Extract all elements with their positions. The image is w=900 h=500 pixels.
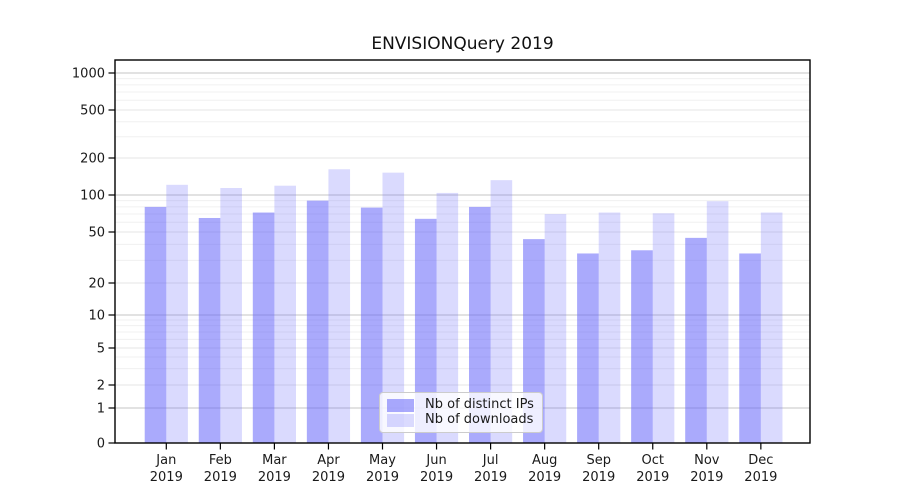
bar-sep-distinct-ips [577,253,599,443]
axes-spines [114,59,811,444]
legend: Nb of distinct IPs Nb of downloads [379,392,543,433]
x-tick-label-month: Aug [532,453,557,468]
x-tick-label-year: 2019 [420,470,453,485]
y-tick-label: 50 [88,226,105,241]
bar-dec-downloads [760,212,783,443]
y-tick-label: 500 [80,104,105,119]
bar-apr-downloads [328,169,351,443]
bar-jun-distinct-ips [414,218,437,443]
x-tick-label-month: Mar [262,453,287,468]
x-tick-label-month: Jun [425,453,446,468]
bar-jul-distinct-ips [469,206,491,443]
legend-item-downloads: Nb of downloads [387,413,534,427]
bar-jul-downloads [490,180,513,443]
bar-jan-downloads [166,184,188,443]
bar-mar-distinct-ips [252,212,275,443]
legend-item-distinct-ips: Nb of distinct IPs [387,398,534,412]
x-tick-label-year: 2019 [474,470,507,485]
x-tick-label-month: Jul [482,453,499,468]
legend-swatch-distinct-ips [387,398,414,412]
y-tick-label: 10 [88,309,105,324]
legend-label-downloads: Nb of downloads [425,412,534,427]
y-tick-label: 200 [80,152,105,167]
x-tick-label-month: Apr [317,453,340,468]
bar-oct-downloads [652,213,675,443]
y-tick-label: 20 [88,277,105,292]
x-tick-label-year: 2019 [150,470,183,485]
x-tick-label-year: 2019 [258,470,291,485]
bar-apr-distinct-ips [306,200,329,443]
x-tick-label-month: Feb [209,453,232,468]
bar-aug-downloads [544,214,567,443]
bar-jun-downloads [436,192,459,443]
bar-feb-downloads [220,188,242,443]
x-tick-label-month: Oct [642,453,664,468]
y-tick-label: 1000 [72,67,105,82]
bar-jan-distinct-ips [144,206,167,443]
x-tick-label-month: Sep [586,453,611,468]
legend-swatch-downloads [387,413,414,427]
bar-feb-distinct-ips [198,217,221,443]
x-tick-label-year: 2019 [528,470,561,485]
x-tick-label-year: 2019 [366,470,399,485]
y-tick-label: 0 [97,437,105,452]
x-tick-label-month: Nov [694,453,720,468]
bar-nov-distinct-ips [685,237,707,443]
x-tick-label-year: 2019 [204,470,237,485]
x-tick-label-year: 2019 [690,470,723,485]
y-tick-label: 2 [97,379,105,394]
bar-sep-downloads [598,212,621,443]
x-tick-label-month: May [369,453,396,468]
y-tick-label: 1 [97,402,105,417]
bar-may-downloads [382,172,405,444]
x-tick-label-year: 2019 [744,470,777,485]
x-tick-label-year: 2019 [636,470,669,485]
bar-dec-distinct-ips [739,253,761,443]
y-tick-label: 5 [97,342,105,357]
bar-oct-distinct-ips [631,250,653,443]
bar-mar-downloads [274,185,296,443]
x-tick-label-month: Dec [748,453,773,468]
x-tick-label-year: 2019 [312,470,345,485]
x-tick-label-year: 2019 [582,470,615,485]
y-tick-label: 100 [80,189,105,204]
x-tick-label-month: Jan [155,453,176,468]
bar-may-distinct-ips [360,207,383,443]
chart-title: ENVISIONQuery 2019 [371,34,554,54]
bar-nov-downloads [706,201,729,443]
legend-label-distinct-ips: Nb of distinct IPs [425,397,534,412]
